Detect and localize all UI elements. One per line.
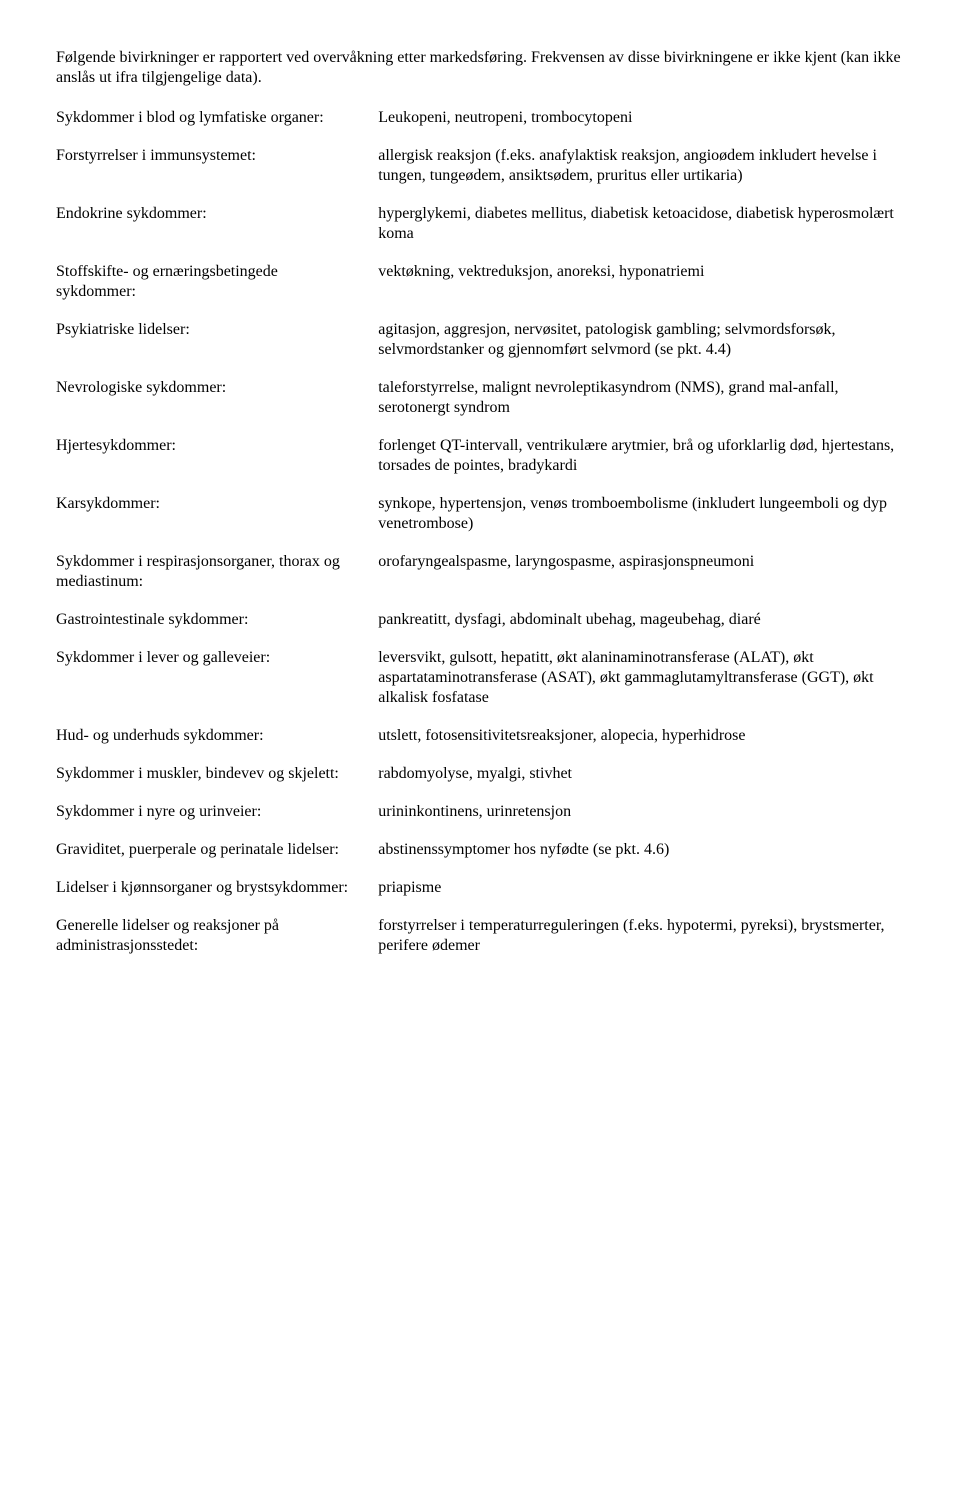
adverse-reactions: utslett, fotosensitivitetsreaksjoner, al… bbox=[378, 726, 904, 764]
adverse-reactions: pankreatitt, dysfagi, abdominalt ubehag,… bbox=[378, 610, 904, 648]
system-organ-class: Generelle lidelser og reaksjoner på admi… bbox=[56, 916, 378, 974]
adverse-reactions: priapisme bbox=[378, 878, 904, 916]
adverse-reactions: urininkontinens, urinretensjon bbox=[378, 802, 904, 840]
adverse-reactions: rabdomyolyse, myalgi, stivhet bbox=[378, 764, 904, 802]
system-organ-class: Sykdommer i muskler, bindevev og skjelet… bbox=[56, 764, 378, 802]
adverse-reactions: orofaryngealspasme, laryngospasme, aspir… bbox=[378, 552, 904, 610]
adverse-reactions: forstyrrelser i temperaturreguleringen (… bbox=[378, 916, 904, 974]
table-row: Forstyrrelser i immunsystemet: allergisk… bbox=[56, 146, 904, 204]
system-organ-class: Hjertesykdommer: bbox=[56, 436, 378, 494]
system-organ-class: Hud- og underhuds sykdommer: bbox=[56, 726, 378, 764]
table-row: Psykiatriske lidelser: agitasjon, aggres… bbox=[56, 320, 904, 378]
intro-paragraph: Følgende bivirkninger er rapportert ved … bbox=[56, 48, 904, 88]
system-organ-class: Psykiatriske lidelser: bbox=[56, 320, 378, 378]
adverse-reactions: leversvikt, gulsott, hepatitt, økt alani… bbox=[378, 648, 904, 726]
system-organ-class: Sykdommer i lever og galleveier: bbox=[56, 648, 378, 726]
table-row: Lidelser i kjønnsorganer og brystsykdomm… bbox=[56, 878, 904, 916]
system-organ-class: Sykdommer i blod og lymfatiske organer: bbox=[56, 108, 378, 146]
adverse-reactions: agitasjon, aggresjon, nervøsitet, patolo… bbox=[378, 320, 904, 378]
system-organ-class: Nevrologiske sykdommer: bbox=[56, 378, 378, 436]
table-row: Generelle lidelser og reaksjoner på admi… bbox=[56, 916, 904, 974]
adverse-reactions: hyperglykemi, diabetes mellitus, diabeti… bbox=[378, 204, 904, 262]
adverse-reactions: vektøkning, vektreduksjon, anoreksi, hyp… bbox=[378, 262, 904, 320]
table-row: Hjertesykdommer: forlenget QT-intervall,… bbox=[56, 436, 904, 494]
table-row: Gastrointestinale sykdommer: pankreatitt… bbox=[56, 610, 904, 648]
table-row: Endokrine sykdommer: hyperglykemi, diabe… bbox=[56, 204, 904, 262]
system-organ-class: Sykdommer i nyre og urinveier: bbox=[56, 802, 378, 840]
adverse-reactions: synkope, hypertensjon, venøs tromboembol… bbox=[378, 494, 904, 552]
table-row: Stoffskifte- og ernæringsbetingede sykdo… bbox=[56, 262, 904, 320]
adverse-reactions: forlenget QT-intervall, ventrikulære ary… bbox=[378, 436, 904, 494]
table-row: Sykdommer i nyre og urinveier: urininkon… bbox=[56, 802, 904, 840]
system-organ-class: Gastrointestinale sykdommer: bbox=[56, 610, 378, 648]
adverse-reactions-table: Sykdommer i blod og lymfatiske organer: … bbox=[56, 108, 904, 974]
table-row: Sykdommer i respirasjonsorganer, thorax … bbox=[56, 552, 904, 610]
system-organ-class: Endokrine sykdommer: bbox=[56, 204, 378, 262]
adverse-reactions: abstinenssymptomer hos nyfødte (se pkt. … bbox=[378, 840, 904, 878]
system-organ-class: Lidelser i kjønnsorganer og brystsykdomm… bbox=[56, 878, 378, 916]
system-organ-class: Stoffskifte- og ernæringsbetingede sykdo… bbox=[56, 262, 378, 320]
table-row: Nevrologiske sykdommer: taleforstyrrelse… bbox=[56, 378, 904, 436]
adverse-reactions: allergisk reaksjon (f.eks. anafylaktisk … bbox=[378, 146, 904, 204]
table-row: Graviditet, puerperale og perinatale lid… bbox=[56, 840, 904, 878]
adverse-reactions: Leukopeni, neutropeni, trombocytopeni bbox=[378, 108, 904, 146]
system-organ-class: Karsykdommer: bbox=[56, 494, 378, 552]
table-row: Hud- og underhuds sykdommer: utslett, fo… bbox=[56, 726, 904, 764]
table-row: Karsykdommer: synkope, hypertensjon, ven… bbox=[56, 494, 904, 552]
table-row: Sykdommer i muskler, bindevev og skjelet… bbox=[56, 764, 904, 802]
table-row: Sykdommer i lever og galleveier: leversv… bbox=[56, 648, 904, 726]
system-organ-class: Forstyrrelser i immunsystemet: bbox=[56, 146, 378, 204]
system-organ-class: Graviditet, puerperale og perinatale lid… bbox=[56, 840, 378, 878]
table-row: Sykdommer i blod og lymfatiske organer: … bbox=[56, 108, 904, 146]
adverse-reactions: taleforstyrrelse, malignt nevroleptikasy… bbox=[378, 378, 904, 436]
system-organ-class: Sykdommer i respirasjonsorganer, thorax … bbox=[56, 552, 378, 610]
